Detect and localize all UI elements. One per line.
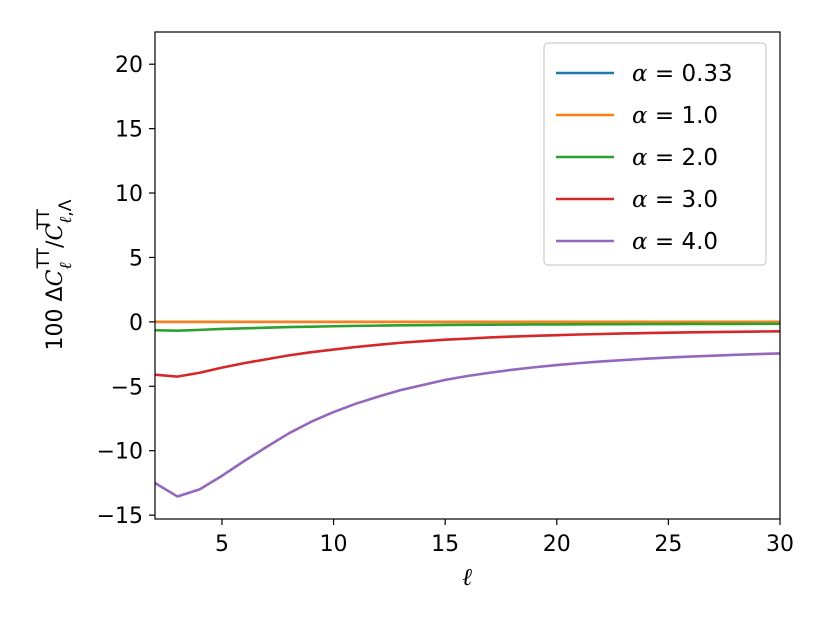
y-tick-label: 15 bbox=[115, 118, 143, 143]
x-tick-label: 5 bbox=[215, 532, 229, 557]
y-tick-label: 0 bbox=[129, 311, 143, 336]
x-tick-label: 15 bbox=[431, 532, 459, 557]
x-tick-label: 10 bbox=[320, 532, 348, 557]
series-line-4 bbox=[155, 352, 780, 498]
legend-label-1: α = 1.0 bbox=[632, 103, 718, 129]
y-tick-label: −10 bbox=[97, 440, 143, 465]
legend: α = 0.33 α = 1.0 α = 2.0 α = 3.0 α = 4.0 bbox=[543, 42, 767, 266]
y-tick-label: −5 bbox=[111, 375, 143, 400]
legend-label-4: α = 4.0 bbox=[632, 229, 718, 255]
x-tick-label: 20 bbox=[543, 532, 571, 557]
series-line-2 bbox=[155, 322, 780, 332]
y-tick-label: 20 bbox=[115, 53, 143, 78]
svg-text:100 ΔCℓTT/Cℓ,ΛTT: 100 ΔCℓTT/Cℓ,ΛTT bbox=[34, 199, 76, 350]
y-tick-label: 5 bbox=[129, 246, 143, 271]
y-tick-label: −15 bbox=[97, 504, 143, 529]
x-tick-label: 25 bbox=[654, 532, 682, 557]
legend-label-3: α = 3.0 bbox=[632, 187, 718, 213]
x-axis-label: ℓ bbox=[462, 563, 472, 591]
plot-frame bbox=[154, 31, 781, 520]
x-tick-label: 30 bbox=[766, 532, 794, 557]
y-axis-label: 100 ΔCℓTT/Cℓ,ΛTT bbox=[34, 199, 76, 350]
legend-label-2: α = 2.0 bbox=[632, 145, 718, 171]
series-line-3 bbox=[155, 329, 780, 378]
y-tick-label: 10 bbox=[115, 182, 143, 207]
legend-box bbox=[543, 42, 767, 266]
legend-label-0: α = 0.33 bbox=[632, 61, 733, 87]
